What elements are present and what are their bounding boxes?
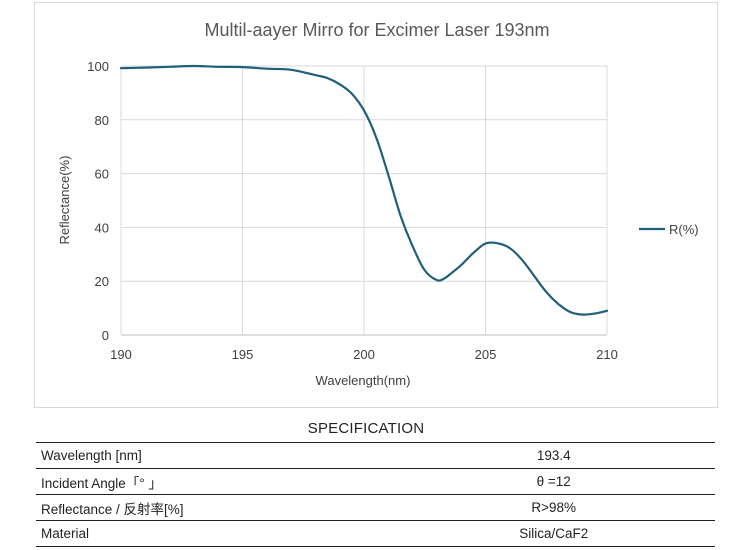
spec-table: Wavelength [nm] 193.4 Incident Angle「° 」… — [36, 442, 715, 547]
y-tick-label: 40 — [95, 220, 109, 235]
table-row: Reflectance / 反射率[%] R>98% — [36, 494, 715, 521]
x-tick-label: 200 — [353, 347, 375, 362]
y-tick-label: 20 — [95, 274, 109, 289]
spec-title: SPECIFICATION — [307, 420, 425, 437]
legend-label: R(%) — [669, 222, 699, 237]
y-tick-label: 0 — [102, 328, 109, 343]
y-tick-label: 60 — [95, 167, 109, 182]
chart-area: Multil-aayer Mirro for Excimer Laser 193… — [34, 2, 718, 408]
table-row: Wavelength [nm] 193.4 — [36, 442, 715, 469]
reflectance-chart: Multil-aayer Mirro for Excimer Laser 193… — [57, 20, 699, 388]
x-tick-label: 195 — [232, 347, 254, 362]
x-tick-label: 205 — [475, 347, 497, 362]
spec-value: 193.4 — [397, 442, 710, 469]
spec-label: Incident Angle「° 」 — [36, 468, 286, 495]
spec-value: R>98% — [397, 494, 710, 521]
y-tick-label: 100 — [87, 59, 109, 74]
x-tick-label: 190 — [110, 347, 132, 362]
x-tick-label: 210 — [596, 347, 618, 362]
table-row: Incident Angle「° 」 θ =12 — [36, 468, 715, 495]
table-row: Material Silica/CaF2 — [36, 520, 715, 547]
spec-value: Silica/CaF2 — [397, 520, 710, 547]
y-axis-label: Reflectance(%) — [57, 156, 72, 245]
series-line-reflectance — [119, 64, 609, 316]
spec-label: Wavelength [nm] — [36, 442, 286, 469]
chart-title: Multil-aayer Mirro for Excimer Laser 193… — [204, 20, 549, 40]
y-tick-label: 80 — [95, 113, 109, 128]
spec-label: Material — [36, 520, 286, 547]
x-axis-label: Wavelength(nm) — [316, 373, 411, 388]
spec-label: Reflectance / 反射率[%] — [36, 494, 286, 521]
spec-value: θ =12 — [397, 468, 710, 495]
